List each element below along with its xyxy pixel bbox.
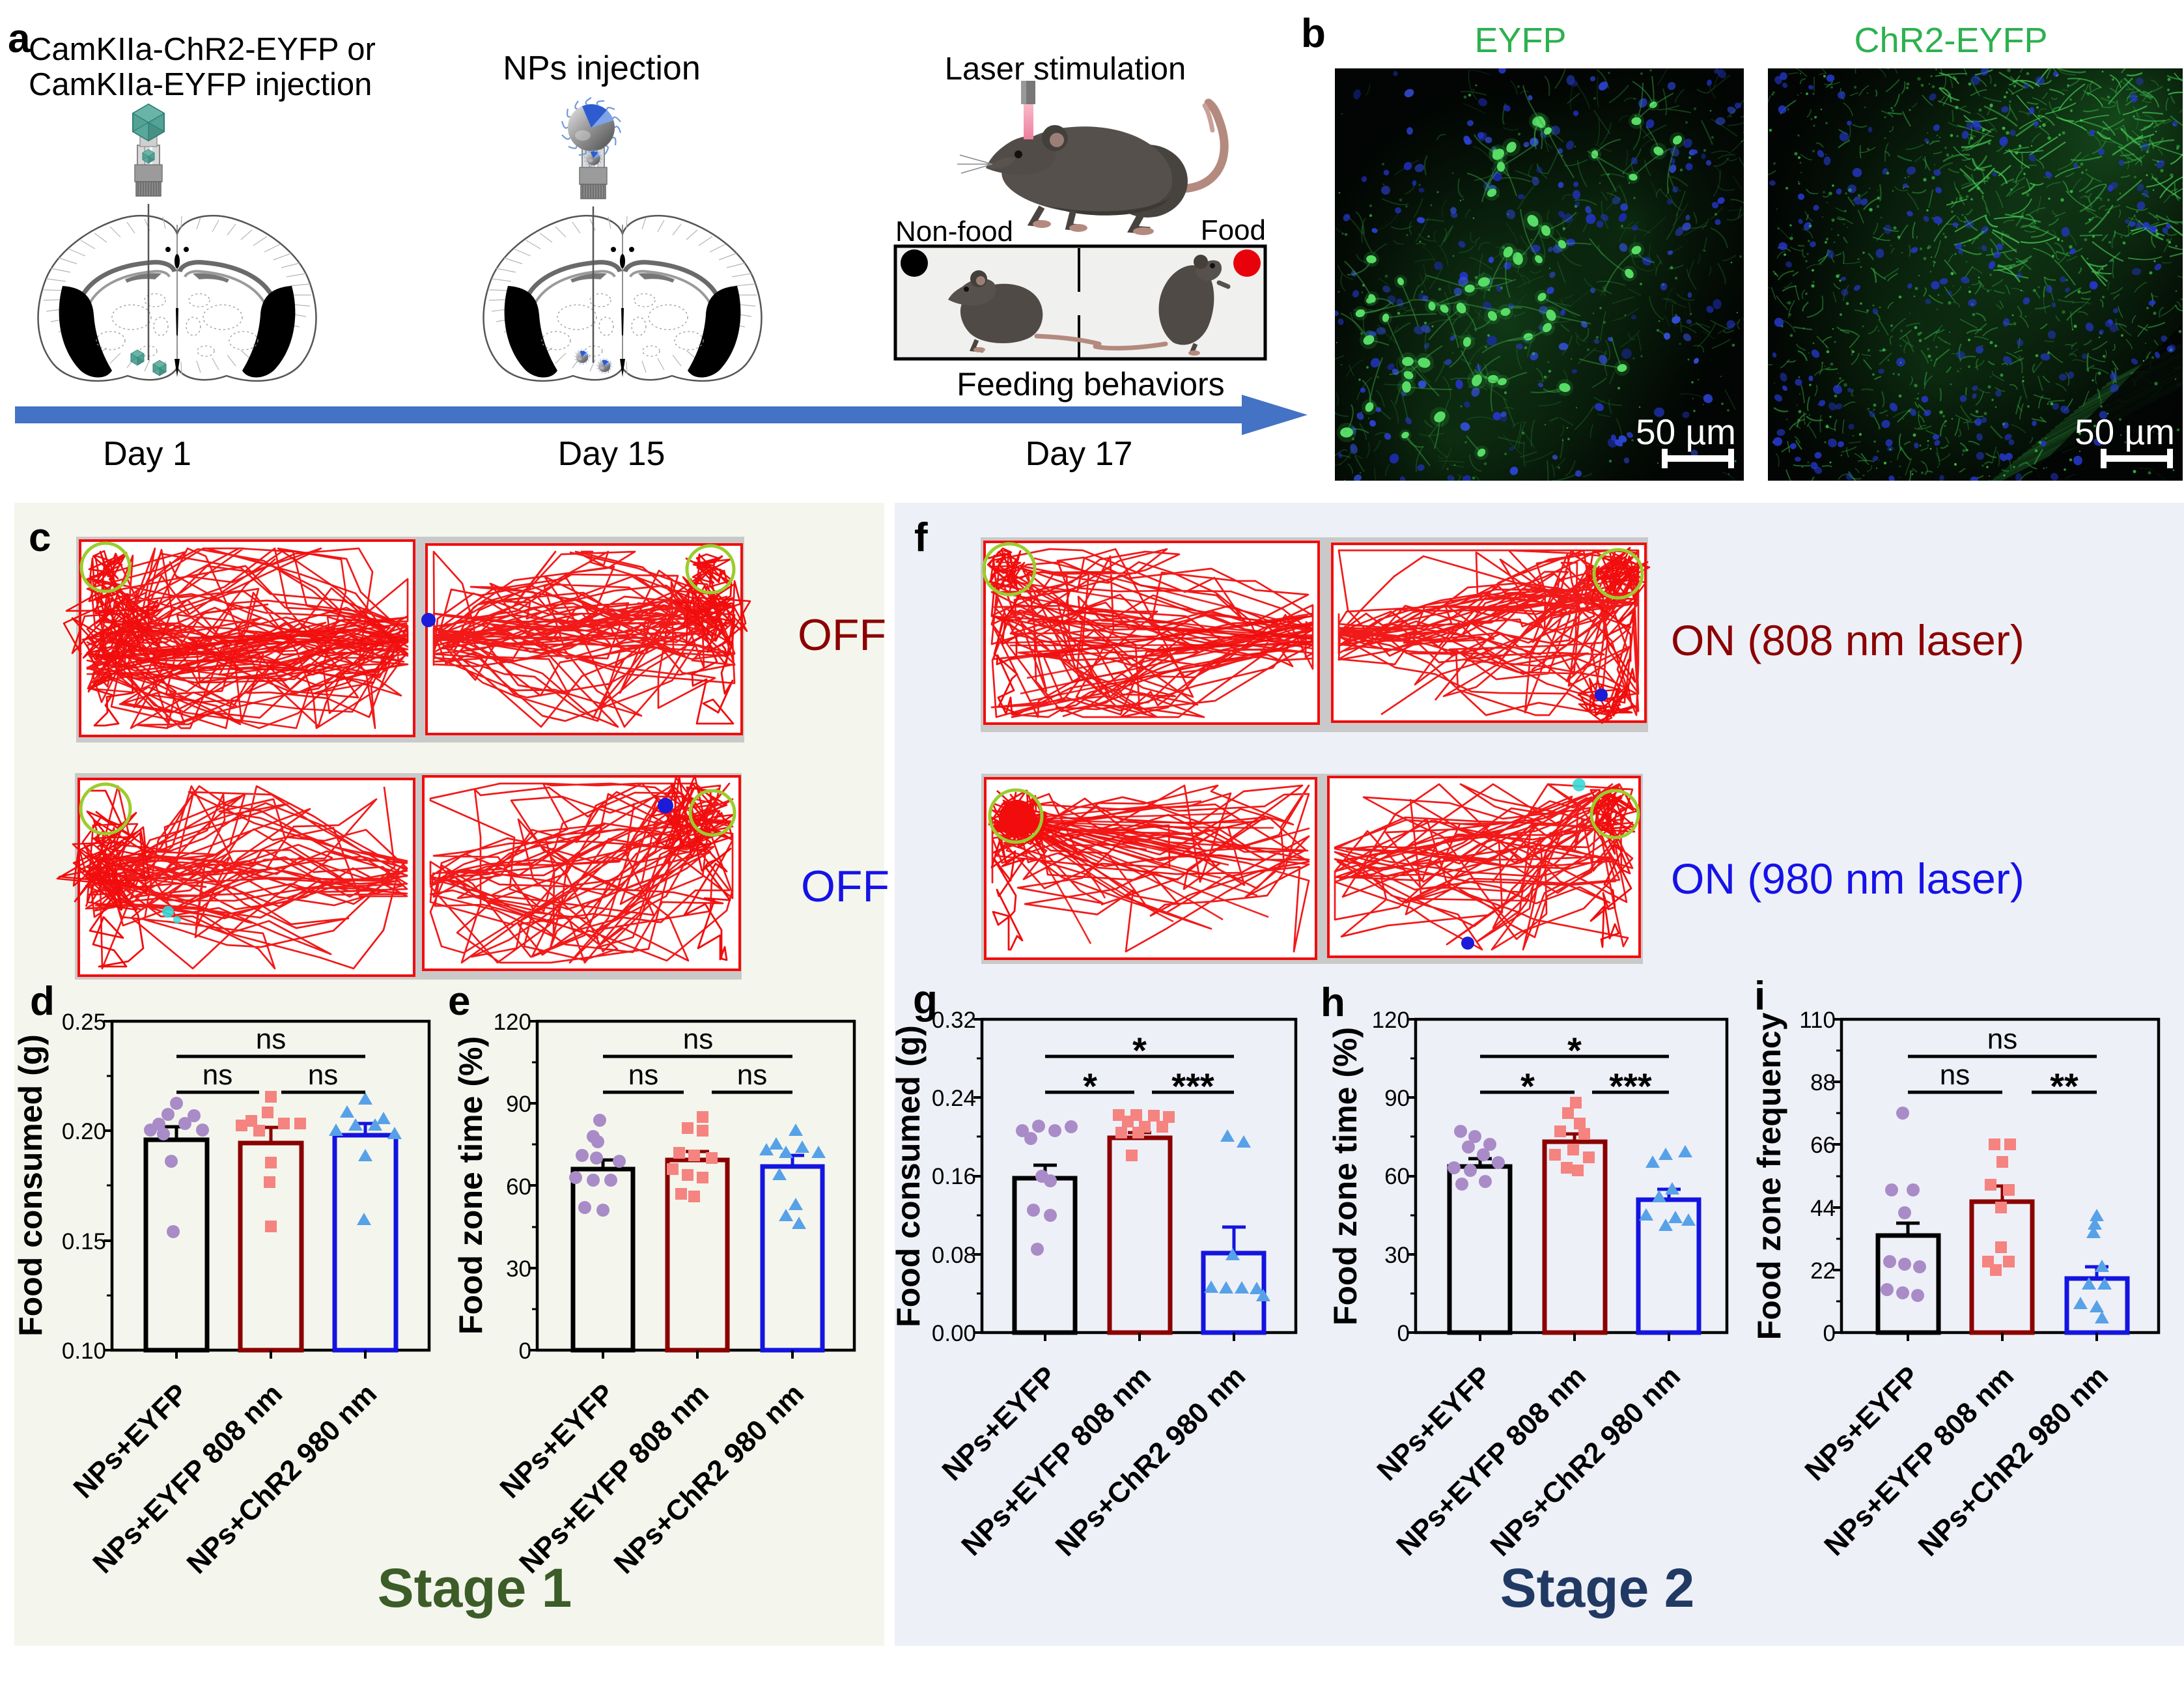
svg-text:120: 120: [494, 1010, 531, 1035]
svg-text:0.15: 0.15: [62, 1229, 106, 1254]
svg-text:Day 1: Day 1: [103, 435, 191, 473]
svg-text:110: 110: [1799, 1008, 1836, 1033]
svg-text:*: *: [1520, 1066, 1535, 1107]
svg-text:22: 22: [1810, 1258, 1836, 1284]
svg-text:f: f: [914, 515, 928, 560]
svg-text:Food consumed (g): Food consumed (g): [12, 1034, 49, 1336]
svg-text:CamKIIa-ChR2-EYFP or: CamKIIa-ChR2-EYFP or: [29, 32, 376, 67]
svg-text:Food: Food: [1201, 214, 1266, 246]
svg-text:90: 90: [506, 1092, 531, 1117]
svg-text:0: 0: [1823, 1321, 1836, 1346]
svg-text:Stage 2: Stage 2: [1500, 1557, 1695, 1618]
svg-text:d: d: [30, 979, 55, 1024]
svg-text:OFF: OFF: [801, 862, 889, 911]
svg-text:Laser stimulation: Laser stimulation: [945, 51, 1186, 87]
svg-text:90: 90: [1384, 1086, 1410, 1111]
svg-text:Non-food: Non-food: [895, 216, 1013, 247]
svg-text:*: *: [1083, 1066, 1097, 1107]
svg-text:0: 0: [519, 1338, 531, 1364]
svg-text:30: 30: [1384, 1243, 1410, 1268]
svg-text:0.20: 0.20: [62, 1119, 106, 1144]
svg-text:ns: ns: [203, 1059, 232, 1091]
svg-text:EYFP: EYFP: [1474, 21, 1566, 60]
svg-text:0.10: 0.10: [62, 1338, 106, 1364]
svg-text:ns: ns: [1987, 1023, 2017, 1055]
svg-text:g: g: [913, 978, 938, 1023]
svg-text:0.00: 0.00: [932, 1321, 976, 1346]
svg-text:120: 120: [1372, 1008, 1410, 1033]
svg-text:ns: ns: [1940, 1059, 1970, 1091]
svg-text:Stage 1: Stage 1: [378, 1557, 572, 1618]
svg-text:e: e: [448, 979, 470, 1024]
svg-text:Food consumed (g): Food consumed (g): [890, 1025, 927, 1327]
svg-text:50 µm: 50 µm: [1636, 412, 1736, 452]
svg-text:NPs injection: NPs injection: [503, 49, 700, 87]
svg-text:ns: ns: [628, 1059, 658, 1091]
svg-text:ns: ns: [256, 1023, 286, 1055]
svg-text:ON (980 nm laser): ON (980 nm laser): [1671, 855, 2024, 903]
svg-text:ChR2-EYFP: ChR2-EYFP: [1854, 21, 2047, 60]
svg-text:***: ***: [1171, 1066, 1214, 1107]
svg-text:h: h: [1321, 980, 1345, 1025]
svg-text:*: *: [1132, 1030, 1147, 1071]
svg-text:ns: ns: [683, 1023, 713, 1055]
svg-text:30: 30: [506, 1256, 531, 1282]
svg-text:Food zone time (%): Food zone time (%): [1327, 1027, 1364, 1325]
svg-text:0.24: 0.24: [932, 1086, 976, 1111]
svg-text:CamKIIa-EYFP injection: CamKIIa-EYFP injection: [29, 67, 372, 102]
svg-text:0.08: 0.08: [932, 1243, 976, 1268]
svg-text:88: 88: [1810, 1070, 1836, 1095]
svg-text:*: *: [1567, 1030, 1582, 1071]
svg-text:i: i: [1754, 974, 1765, 1019]
svg-text:Food zone time (%): Food zone time (%): [453, 1036, 489, 1335]
svg-text:***: ***: [1609, 1066, 1652, 1107]
svg-text:60: 60: [1384, 1164, 1410, 1189]
svg-text:0.25: 0.25: [62, 1010, 106, 1035]
svg-text:OFF: OFF: [798, 610, 886, 660]
svg-text:0.32: 0.32: [932, 1008, 976, 1033]
svg-text:Day 17: Day 17: [1026, 435, 1133, 473]
svg-text:Food zone frequency: Food zone frequency: [1751, 1012, 1787, 1340]
svg-text:Day 15: Day 15: [558, 435, 665, 473]
svg-text:0: 0: [1397, 1321, 1410, 1346]
svg-text:Feeding behaviors: Feeding behaviors: [957, 366, 1224, 403]
svg-text:ns: ns: [308, 1059, 338, 1091]
svg-text:ns: ns: [737, 1059, 767, 1091]
svg-text:b: b: [1301, 11, 1326, 56]
svg-text:ON (808 nm laser): ON (808 nm laser): [1671, 616, 2024, 664]
svg-text:44: 44: [1810, 1196, 1836, 1221]
svg-text:66: 66: [1810, 1133, 1836, 1158]
svg-text:a: a: [8, 16, 31, 61]
svg-text:**: **: [2050, 1066, 2079, 1107]
svg-text:0.16: 0.16: [932, 1164, 976, 1189]
svg-text:c: c: [29, 515, 51, 560]
svg-text:60: 60: [506, 1174, 531, 1200]
svg-text:50 µm: 50 µm: [2075, 412, 2175, 452]
